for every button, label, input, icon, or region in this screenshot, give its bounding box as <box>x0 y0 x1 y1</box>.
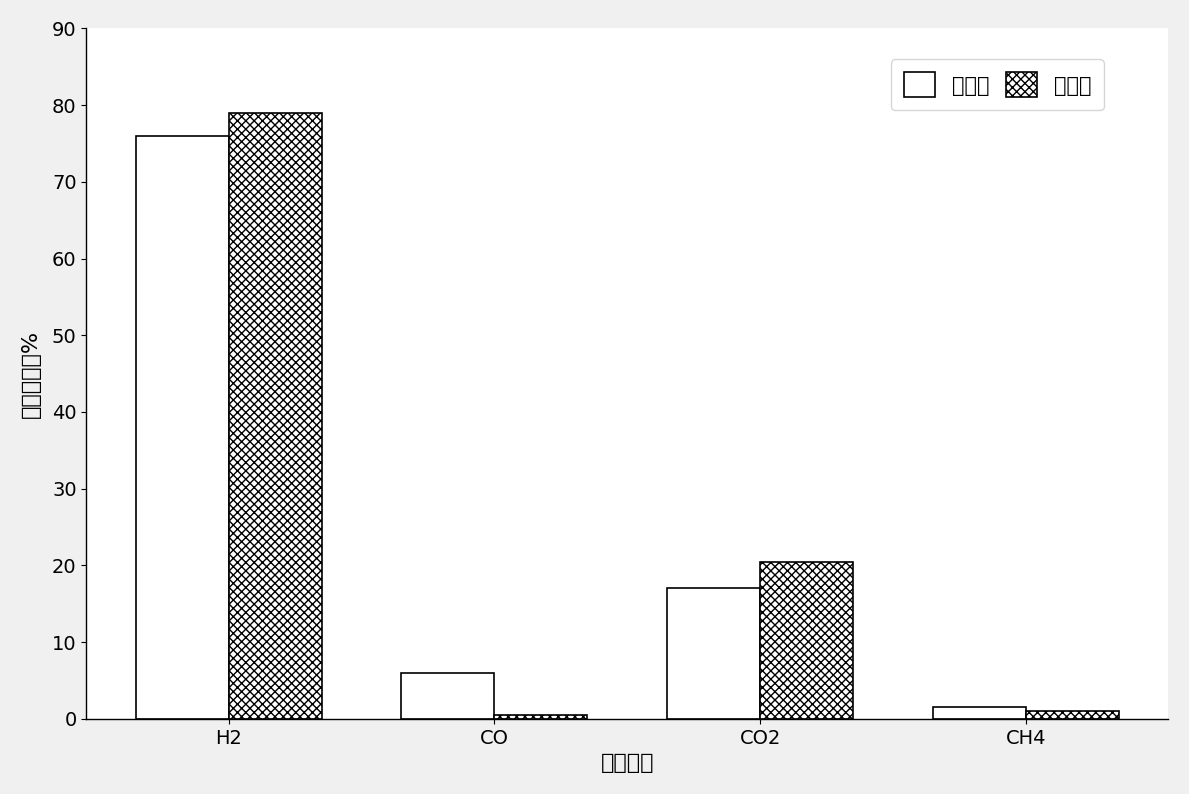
Bar <box>136 136 228 719</box>
Y-axis label: 百分含量，%: 百分含量，% <box>21 330 40 418</box>
Bar <box>760 561 854 719</box>
Bar <box>933 707 1026 719</box>
Legend: 反应前, 反应后: 反应前, 反应后 <box>892 60 1103 110</box>
Bar <box>228 113 322 719</box>
X-axis label: 气体组分: 气体组分 <box>600 754 654 773</box>
Bar <box>402 673 495 719</box>
Bar <box>1026 711 1119 719</box>
Bar <box>495 715 587 719</box>
Bar <box>667 588 760 719</box>
